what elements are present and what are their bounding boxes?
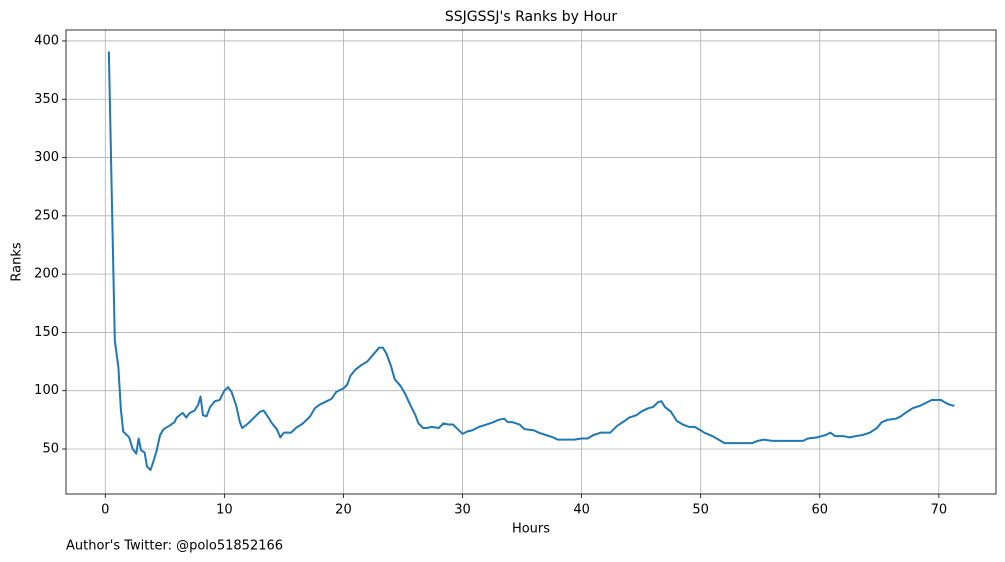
x-tick-label: 30 [454,503,471,518]
y-tick-label: 200 [34,267,59,282]
line [107,51,955,471]
y-tick-label: 250 [34,208,59,223]
plot-frame [65,29,997,495]
x-tick-label: 70 [931,503,948,518]
y-tick-label: 300 [34,150,59,165]
y-tick-label: 50 [42,441,59,456]
x-tick-label: 50 [692,503,709,518]
y-tick-label: 350 [34,92,59,107]
x-tick-label: 0 [101,503,109,518]
x-tick-label: 10 [216,503,233,518]
y-axis-label: Ranks [10,242,25,281]
footnote: Author's Twitter: @polo51852166 [66,539,283,554]
x-tick-label: 40 [573,503,590,518]
chart-title: SSJGSSJ's Ranks by Hour [445,9,618,25]
x-tick-label: 20 [335,503,352,518]
y-tick-label: 150 [34,325,59,340]
x-axis-label: Hours [512,522,550,537]
y-tick-label: 100 [34,383,59,398]
y-tick-label: 400 [34,33,59,48]
x-tick-label: 60 [811,503,828,518]
